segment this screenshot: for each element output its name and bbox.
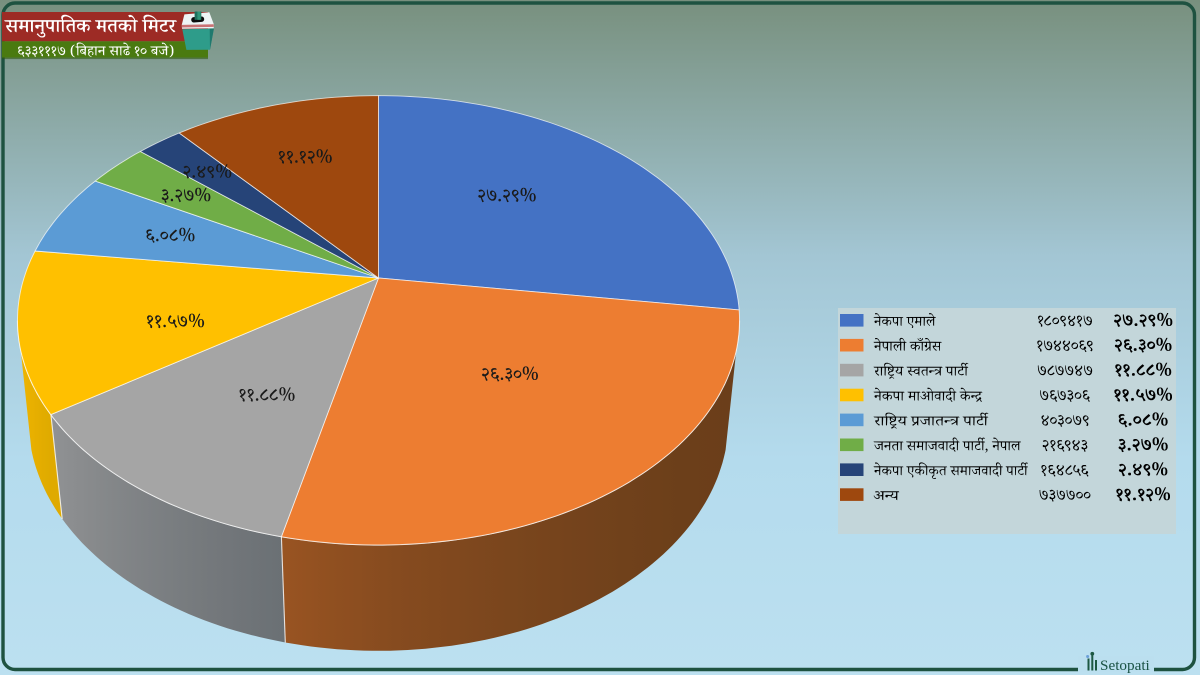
svg-text:Setopati: Setopati	[1100, 657, 1150, 674]
